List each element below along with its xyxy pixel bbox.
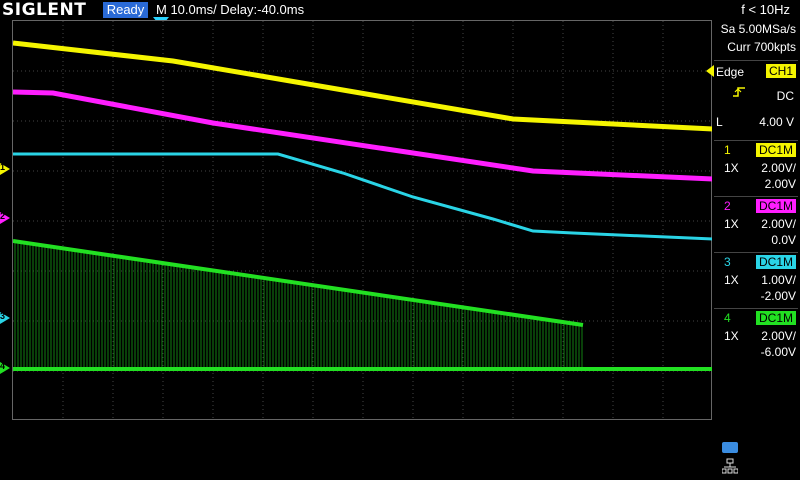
ch4-probe: 1X (724, 329, 739, 343)
ch2-coupling: DC1M (755, 199, 796, 213)
memory-depth-readout: Curr 700kpts (727, 40, 796, 54)
ch4-ground-marker[interactable]: 4 (0, 361, 10, 374)
status-icons (722, 442, 740, 476)
ch4-envelope (13, 239, 584, 327)
trigger-level-arrow-icon (706, 65, 714, 77)
ch3-scale: 1.00V/ (761, 273, 796, 287)
ch1-info-box[interactable]: 1 DC1M 1X 2.00V/ 2.00V (714, 140, 798, 195)
ch2-number: 2 (724, 199, 731, 213)
ch4-offset: -6.00V (760, 345, 796, 359)
network-icon[interactable] (722, 458, 738, 474)
acquisition-status-badge[interactable]: Ready (103, 2, 148, 18)
ch4-info-box[interactable]: 4 DC1M 1X 2.00V/ -6.00V (714, 308, 798, 363)
ch2-ground-marker[interactable]: 2 (0, 211, 10, 224)
ch1-probe: 1X (724, 161, 739, 175)
ch2-info-box[interactable]: 2 DC1M 1X 2.00V/ 0.0V (714, 196, 798, 251)
sample-rate-readout: Sa 5.00MSa/s (720, 22, 796, 36)
ch2-trace (13, 89, 713, 182)
ch3-offset: -2.00V (760, 289, 796, 303)
ch1-coupling: DC1M (755, 143, 796, 157)
trigger-type: Edge (716, 65, 745, 79)
ch3-ground-marker[interactable]: 3 (0, 311, 10, 324)
frequency-counter: f < 10Hz (741, 2, 790, 17)
right-info-panel: Sa 5.00MSa/s Curr 700kpts Edge CH1 DC L … (706, 20, 800, 480)
ch1-scale: 2.00V/ (761, 161, 796, 175)
ch3-probe: 1X (724, 273, 739, 287)
ch2-probe: 1X (724, 217, 739, 231)
trigger-coupling: DC (776, 89, 794, 103)
trigger-level: 4.00 V (759, 115, 794, 129)
ch4-number: 4 (724, 311, 731, 325)
graticule (13, 21, 713, 421)
usb-icon[interactable] (722, 442, 738, 453)
ch1-offset: 2.00V (764, 177, 796, 191)
ch3-trace (13, 152, 713, 241)
ch4-scale: 2.00V/ (761, 329, 796, 343)
ch4-trace (14, 241, 583, 369)
ch4-coupling: DC1M (755, 311, 796, 325)
ch2-scale: 2.00V/ (761, 217, 796, 231)
ch2-offset: 0.0V (771, 233, 796, 247)
ch3-number: 3 (724, 255, 731, 269)
trigger-source: CH1 (765, 64, 796, 78)
ch3-coupling: DC1M (755, 255, 796, 269)
top-bar: SIGLENT Ready M 10.0ms/ Delay:-40.0ms f … (0, 0, 800, 20)
rising-edge-icon (733, 87, 745, 97)
timebase-readout[interactable]: M 10.0ms/ Delay:-40.0ms (156, 2, 305, 17)
ch1-ground-marker[interactable]: 1 (0, 162, 10, 175)
ch1-trace (13, 40, 713, 132)
trigger-level-label: L (716, 115, 723, 129)
ch1-number: 1 (724, 143, 731, 157)
waveform-display[interactable] (12, 20, 713, 421)
brand-logo: SIGLENT (2, 0, 87, 20)
trigger-info-box[interactable]: Edge CH1 DC L 4.00 V (706, 60, 798, 151)
ch3-info-box[interactable]: 3 DC1M 1X 1.00V/ -2.00V (714, 252, 798, 307)
